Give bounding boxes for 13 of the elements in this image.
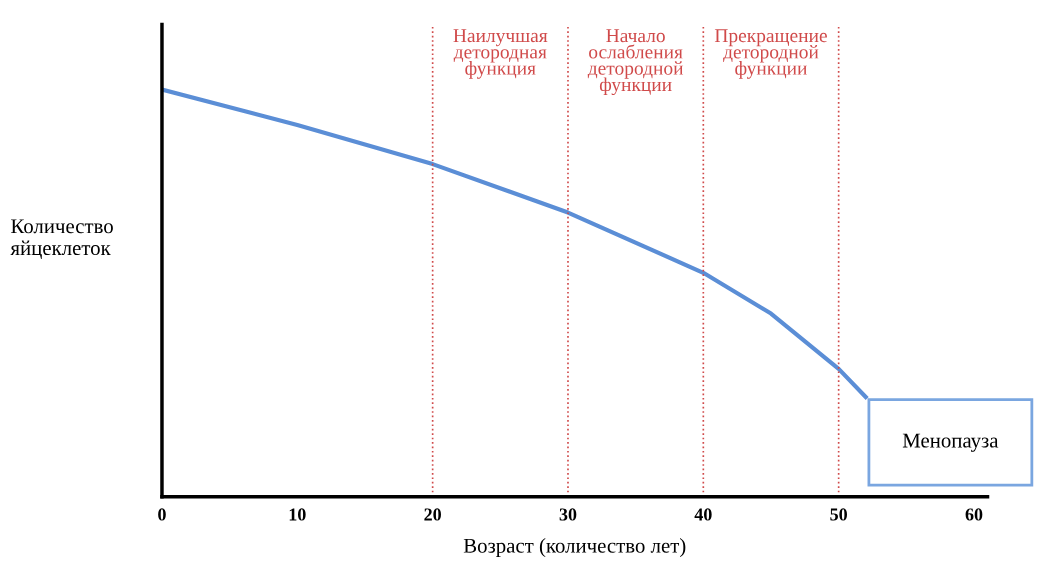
x-tick-label: 20 bbox=[424, 508, 441, 521]
x-tick-label: 0 bbox=[158, 508, 166, 521]
x-axis-title: Возраст (количество лет) bbox=[463, 538, 686, 557]
x-tick-label: 10 bbox=[289, 508, 306, 521]
x-tick-label: 50 bbox=[830, 508, 847, 521]
x-tick-label: 40 bbox=[694, 508, 712, 521]
y-axis-title: Количество яйцеклеток bbox=[10, 219, 113, 259]
ref-line-label: Наилучшая детородная функция bbox=[453, 29, 548, 79]
ref-line-label: Прекращение детородной функции bbox=[714, 29, 827, 79]
x-tick-label: 60 bbox=[965, 508, 983, 521]
ref-line-label: Начало ослабления детородной функции bbox=[587, 29, 684, 96]
x-tick-label: 30 bbox=[559, 508, 577, 521]
annotation: Менопауза bbox=[902, 433, 999, 452]
